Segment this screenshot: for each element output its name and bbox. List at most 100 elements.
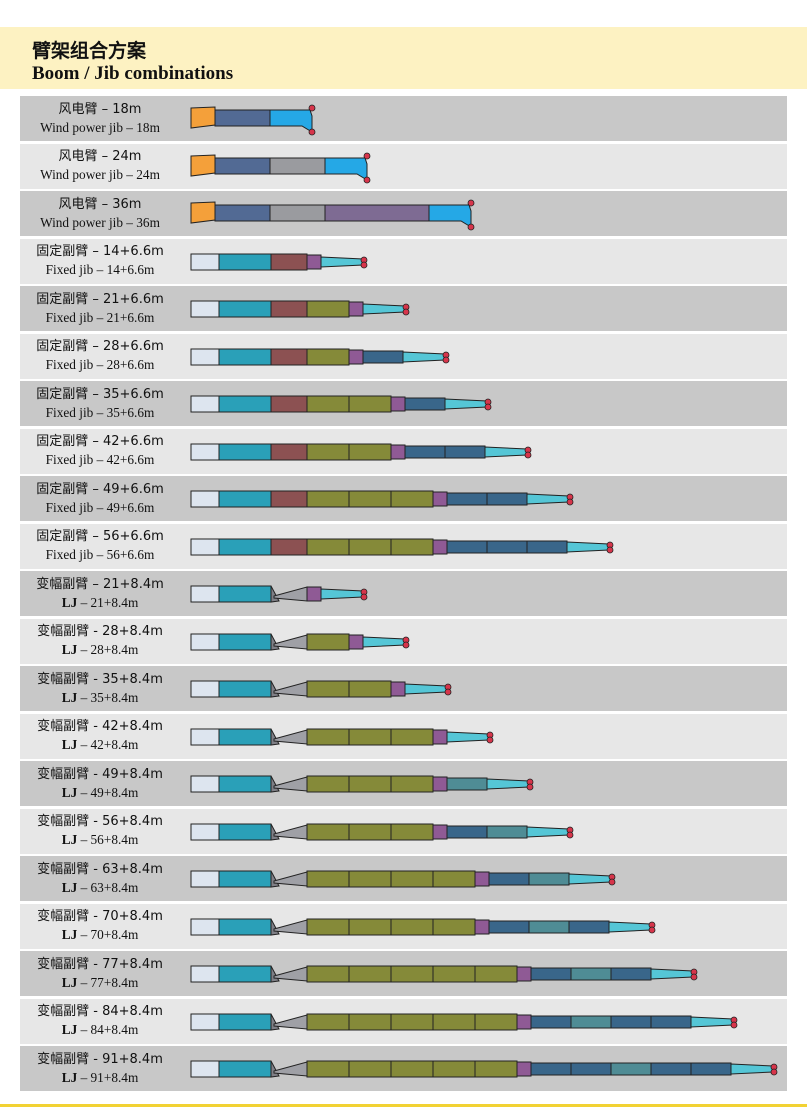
base-section: [190, 680, 220, 698]
label-en: Wind power jib – 36m: [40, 214, 160, 232]
boom-section: [306, 1060, 350, 1078]
jib-section: [530, 1062, 572, 1076]
jib-tip: [730, 1063, 774, 1075]
luffing-cone: [273, 681, 308, 697]
boom-diagram: [190, 585, 368, 603]
label-en: Wind power jib – 18m: [40, 119, 160, 137]
luffing-cone: [273, 871, 308, 887]
label-cn: 变幅副臂 - 91+8.4m: [37, 1051, 163, 1067]
jib-adapter: [390, 444, 406, 459]
jib-tip: [320, 255, 364, 268]
jib-tip: [320, 588, 364, 600]
base-section: [190, 253, 220, 270]
boom-diagram: [190, 395, 492, 413]
jib-section: [404, 445, 446, 458]
base-section: [190, 775, 220, 793]
luffing-joint: [270, 918, 280, 936]
jib-section: [610, 1015, 652, 1028]
boom-section: [306, 680, 350, 698]
label-en-text: Wind power jib – 24m: [40, 167, 160, 182]
jib-section: [530, 967, 572, 981]
jib-section: [570, 1015, 612, 1028]
label-en: LJ – 84+8.4m: [62, 1021, 139, 1039]
label-en: LJ – 35+8.4m: [62, 689, 139, 707]
boom-section: [432, 1013, 476, 1030]
jib-section: [446, 777, 488, 791]
combination-label: 变幅副臂 - 63+8.4m LJ – 63+8.4m: [20, 856, 180, 901]
base-section: [190, 633, 220, 650]
label-en: LJ – 49+8.4m: [62, 784, 139, 802]
pulley-head: [486, 736, 494, 743]
boom-section: [348, 728, 392, 745]
combination-row: 变幅副臂 - 28+8.4m LJ – 28+8.4m: [20, 618, 787, 664]
boom-section: [348, 443, 392, 460]
boom-section: [306, 1013, 350, 1030]
jib-section: [488, 872, 530, 886]
label-en-code: LJ: [61, 927, 78, 942]
jib-section: [650, 1015, 692, 1028]
boom-section: [270, 395, 308, 413]
boom-section: [432, 965, 476, 983]
label-en: LJ – 63+8.4m: [62, 879, 139, 897]
label-en-text: Wind power jib – 36m: [40, 214, 160, 230]
combination-row: 固定副臂 – 42+6.6m Fixed jib – 42+6.6m: [20, 428, 787, 474]
boom-section: [390, 918, 434, 935]
combination-label: 变幅副臂 - 28+8.4m LJ – 28+8.4m: [20, 619, 180, 664]
combination-row: 变幅副臂 – 21+8.4m LJ – 21+8.4m: [20, 571, 787, 616]
combination-label: 固定副臂 – 56+6.6m Fixed jib – 56+6.6m: [20, 524, 180, 569]
label-cn: 变幅副臂 - 63+8.4m: [37, 861, 163, 877]
label-cn: 变幅副臂 - 70+8.4m: [37, 909, 163, 924]
jib-section: [362, 350, 404, 363]
boom-section: [218, 585, 272, 603]
boom-section: [306, 870, 350, 888]
pulley-head: [360, 261, 368, 268]
boom-section: [432, 1060, 476, 1078]
label-en-code: LJ: [61, 737, 78, 752]
label-en: LJ – 28+8.4m: [62, 641, 139, 659]
boom-section: [214, 204, 271, 222]
label-en-text: – 77+8.4m: [80, 974, 139, 990]
jib-tip: [402, 350, 446, 363]
luffing-cone: [273, 966, 308, 982]
label-en: LJ – 91+8.4m: [62, 1069, 139, 1087]
label-en-text: Fixed jib – 21+6.6m: [45, 309, 155, 325]
pulley-head: [690, 973, 698, 981]
label-cn: 风电臂 – 18m: [58, 101, 142, 117]
luffing-joint: [270, 633, 280, 651]
label-cn: 变幅副臂 – 21+8.4m: [36, 576, 164, 592]
combination-row: 变幅副臂 - 35+8.4m LJ – 35+8.4m: [20, 666, 787, 711]
luffing-cone: [273, 776, 308, 792]
jib-tip: [526, 493, 570, 505]
boom-diagram: [190, 823, 574, 841]
combination-label: 变幅副臂 - 70+8.4m LJ – 70+8.4m: [20, 904, 180, 949]
luffing-cone: [273, 586, 308, 602]
pulley-head: [442, 356, 450, 363]
label-en: Fixed jib – 49+6.6m: [46, 499, 155, 517]
jib-tip: [362, 635, 406, 648]
label-en: Fixed jib – 14+6.6m: [46, 261, 155, 279]
combination-row: 固定副臂 – 35+6.6m Fixed jib – 35+6.6m: [20, 381, 787, 426]
pulley-head: [484, 403, 492, 411]
label-en-text: – 49+8.4m: [80, 784, 139, 800]
boom-head: [324, 157, 368, 181]
boom-diagram: [190, 253, 368, 270]
combination-row: 变幅副臂 - 42+8.4m LJ – 42+8.4m: [20, 713, 787, 759]
base-section: [190, 201, 216, 224]
label-cn: 固定副臂 – 28+6.6m: [36, 339, 164, 354]
base-section: [190, 395, 220, 413]
page-title-cn: 臂架组合方案: [32, 40, 147, 62]
label-cn: 风电臂 – 36m: [58, 196, 142, 212]
combination-label: 固定副臂 – 28+6.6m Fixed jib – 28+6.6m: [20, 334, 180, 379]
boom-diagram: [190, 104, 316, 136]
label-en-text: Fixed jib – 14+6.6m: [45, 262, 155, 277]
boom-section: [306, 538, 350, 555]
boom-section: [306, 348, 350, 365]
label-en-code: LJ: [61, 974, 78, 990]
jib-section: [570, 1062, 612, 1076]
boom-section: [218, 395, 272, 413]
label-en-text: Fixed jib – 42+6.6m: [45, 452, 155, 467]
boom-section: [270, 490, 308, 508]
boom-diagram: [190, 775, 534, 793]
combination-label: 变幅副臂 - 77+8.4m LJ – 77+8.4m: [20, 951, 180, 996]
boom-section: [306, 918, 350, 935]
